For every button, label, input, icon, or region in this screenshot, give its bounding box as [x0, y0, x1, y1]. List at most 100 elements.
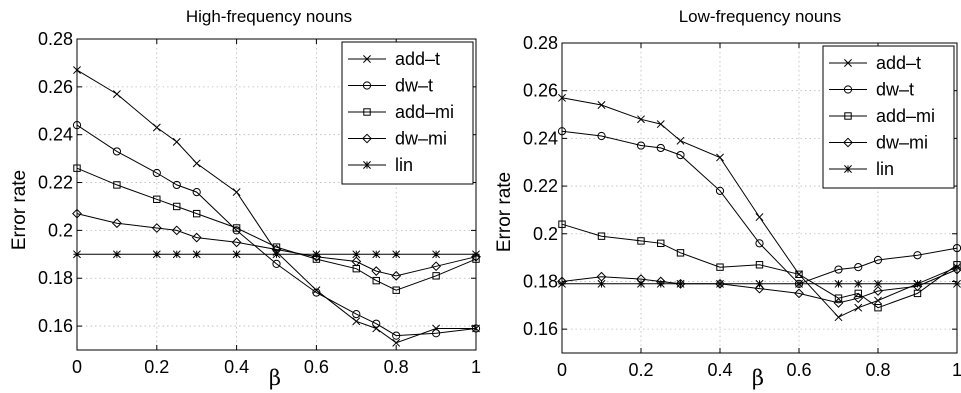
- series-line: [561, 223, 958, 309]
- data-point: [72, 121, 82, 130]
- chart-title: High-frequency nouns: [186, 7, 352, 26]
- data-point: [874, 296, 882, 305]
- data-point: [854, 289, 862, 298]
- legend-entry: lin: [348, 155, 413, 175]
- legend-marker: [363, 108, 371, 116]
- data-point: [431, 261, 442, 272]
- data-point: [874, 279, 882, 288]
- y-tick-label: 0.18: [523, 271, 558, 291]
- legend-entry: dw–mi: [829, 133, 928, 153]
- series-square: [558, 220, 961, 312]
- y-tick-label: 0.26: [38, 77, 73, 97]
- series-line: [561, 269, 958, 304]
- x-tick-label: 1: [471, 357, 481, 377]
- data-point: [913, 279, 922, 288]
- axes: 0 0.2 0.4 0.6 0.8 1 0.16 0.18 0.2 0.22 0.24 0.26 0.2…: [523, 33, 961, 380]
- series-star: [73, 250, 480, 259]
- legend-label: dw–t: [395, 76, 433, 96]
- series-line: [561, 130, 958, 285]
- data-point: [912, 281, 923, 292]
- data-point: [558, 279, 566, 288]
- data-point: [112, 147, 122, 156]
- x-tick-label: 0.8: [865, 360, 890, 380]
- data-point: [716, 263, 724, 271]
- data-point: [854, 263, 863, 272]
- data-point: [854, 279, 863, 288]
- data-point: [472, 250, 480, 259]
- data-point: [73, 250, 81, 259]
- legend-label: dw–mi: [876, 133, 928, 153]
- data-point: [352, 310, 361, 319]
- data-point: [392, 338, 401, 347]
- data-point: [192, 250, 201, 259]
- y-tick-label: 0.2: [48, 220, 73, 240]
- data-point: [715, 278, 725, 289]
- legend-label: add–mi: [395, 102, 454, 122]
- legend-marker: [844, 165, 852, 173]
- y-axis-label: Error rate: [494, 172, 515, 252]
- data-point: [656, 279, 665, 288]
- legend-label: dw–mi: [395, 129, 447, 149]
- legend-marker: [843, 137, 853, 148]
- data-point: [351, 256, 362, 267]
- data-point: [152, 168, 161, 178]
- legend-entry: add–mi: [829, 106, 935, 126]
- data-point: [232, 224, 241, 232]
- legend-marker: [844, 59, 852, 67]
- data-point: [432, 250, 441, 259]
- x-tick-label: 0.4: [707, 360, 732, 380]
- data-point: [372, 319, 381, 328]
- data-point: [834, 279, 843, 288]
- y-tick-label: 0.28: [523, 33, 558, 53]
- data-point: [676, 279, 685, 288]
- legend: add–t dw–t add–mi dw–mi lin: [341, 41, 474, 185]
- data-point: [952, 264, 961, 275]
- data-point: [272, 259, 281, 268]
- data-point: [675, 278, 686, 289]
- data-point: [192, 188, 201, 197]
- data-point: [716, 279, 724, 288]
- legend-label: add–mi: [876, 106, 935, 126]
- data-point: [172, 137, 181, 146]
- data-point: [432, 272, 440, 280]
- plot-frame: [561, 42, 958, 354]
- data-point: [311, 251, 322, 262]
- data-point: [172, 180, 181, 190]
- high-frequency-panel: High-frequency nouns Error rate β 0 0.2 0.…: [9, 7, 481, 390]
- data-point: [112, 90, 121, 98]
- legend-label: add–t: [876, 53, 921, 73]
- data-point: [755, 261, 764, 269]
- x-axis-label: β: [269, 366, 281, 390]
- legend-entry: lin: [829, 159, 894, 179]
- data-point: [151, 223, 162, 233]
- x-tick-label: 1: [952, 360, 961, 380]
- data-point: [953, 263, 961, 272]
- data-point: [953, 279, 961, 288]
- data-point: [597, 279, 606, 288]
- data-point: [152, 123, 161, 132]
- legend: add–t dw–t add–mi dw–mi lin: [822, 45, 955, 189]
- data-point: [853, 293, 864, 304]
- data-point: [715, 186, 725, 195]
- legend-marker: [844, 112, 852, 120]
- legend-entry: add–t: [348, 49, 440, 69]
- data-point: [152, 250, 161, 259]
- data-point: [232, 250, 241, 259]
- y-tick-label: 0.16: [523, 319, 558, 339]
- data-point: [392, 250, 401, 259]
- legend-entry: dw–mi: [348, 129, 447, 149]
- y-tick-label: 0.26: [523, 81, 558, 101]
- data-point: [913, 251, 922, 260]
- data-point: [193, 209, 201, 218]
- data-point: [111, 218, 122, 229]
- data-point: [795, 270, 803, 279]
- data-point: [112, 250, 121, 259]
- legend-entry: dw–t: [829, 80, 914, 100]
- low-frequency-panel: Low-frequency nouns Error rate β 0 0.2 0.4…: [494, 7, 961, 390]
- series-line: [76, 124, 477, 337]
- data-point: [352, 250, 361, 259]
- series-group: [557, 93, 961, 322]
- y-axis-label: Error rate: [9, 170, 30, 250]
- data-point: [874, 303, 882, 312]
